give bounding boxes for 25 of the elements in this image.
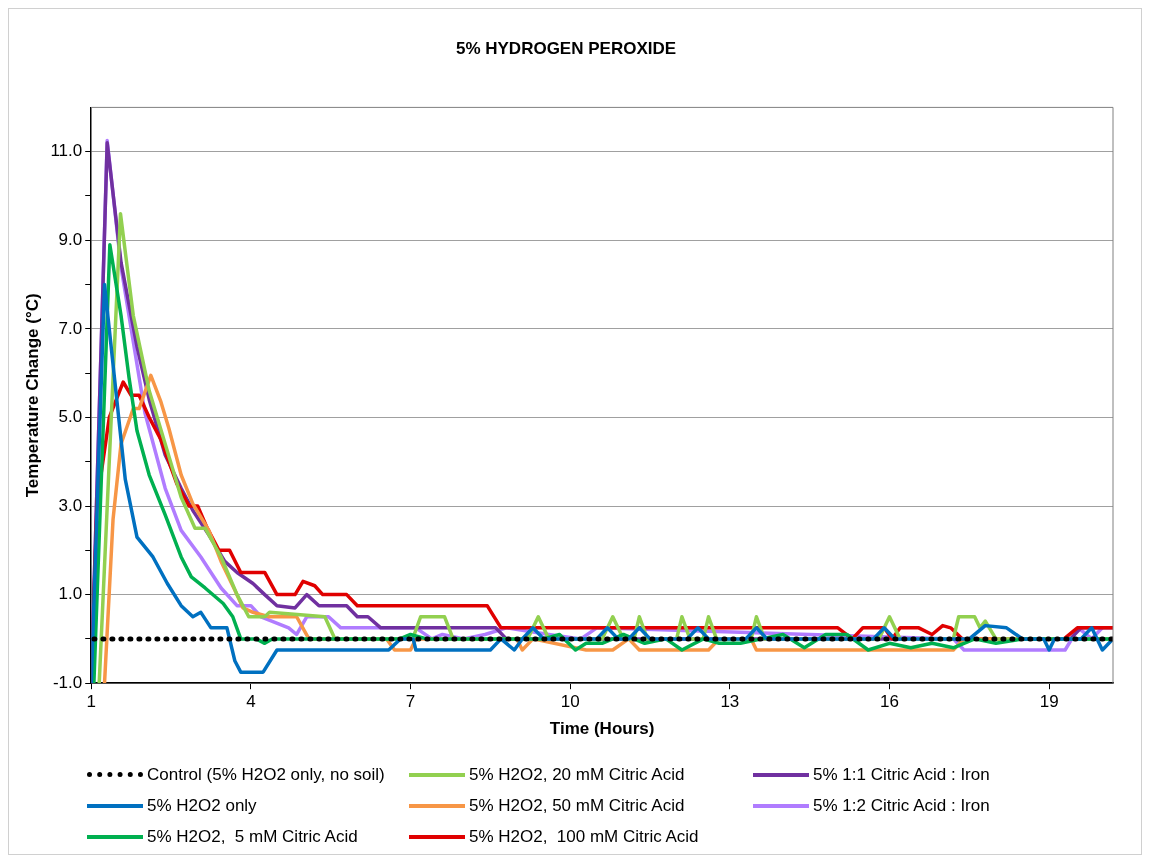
x-tick-label: 16	[880, 692, 899, 712]
y-tick-label: 9.0	[58, 229, 83, 249]
y-tick-label: 1.0	[58, 584, 83, 604]
legend-label: 5% H2O2, 50 mM Citric Acid	[469, 795, 685, 816]
legend-label: Control (5% H2O2 only, no soil)	[147, 764, 385, 785]
x-axis-title: Time (Hours)	[549, 719, 655, 739]
x-tick-label: 7	[405, 692, 416, 712]
y-tick-label: 11.0	[50, 141, 83, 161]
legend-label: 5% H2O2, 20 mM Citric Acid	[469, 764, 685, 785]
chart-title: 5% HYDROGEN PEROXIDE	[455, 38, 677, 58]
x-tick-label: 10	[560, 692, 580, 712]
x-tick-label: 19	[1039, 692, 1059, 712]
x-tick-label: 4	[246, 692, 256, 712]
y-axis-title: Temperature Change (°C)	[22, 293, 42, 498]
legend-label: 5% H2O2, 100 mM Citric Acid	[469, 826, 699, 847]
y-tick-label: 3.0	[58, 495, 83, 515]
y-tick-label: 5.0	[58, 407, 83, 427]
legend-label: 5% H2O2 only	[147, 795, 257, 816]
legend-label: 5% H2O2, 5 mM Citric Acid	[147, 826, 358, 847]
y-tick-label: 7.0	[58, 318, 83, 338]
legend-label: 5% 1:1 Citric Acid : Iron	[813, 764, 990, 785]
x-tick-label: 1	[86, 692, 96, 712]
legend-label: 5% 1:2 Citric Acid : Iron	[813, 795, 990, 816]
y-tick-label: -1.0	[52, 672, 83, 692]
x-tick-label: 13	[720, 692, 740, 712]
